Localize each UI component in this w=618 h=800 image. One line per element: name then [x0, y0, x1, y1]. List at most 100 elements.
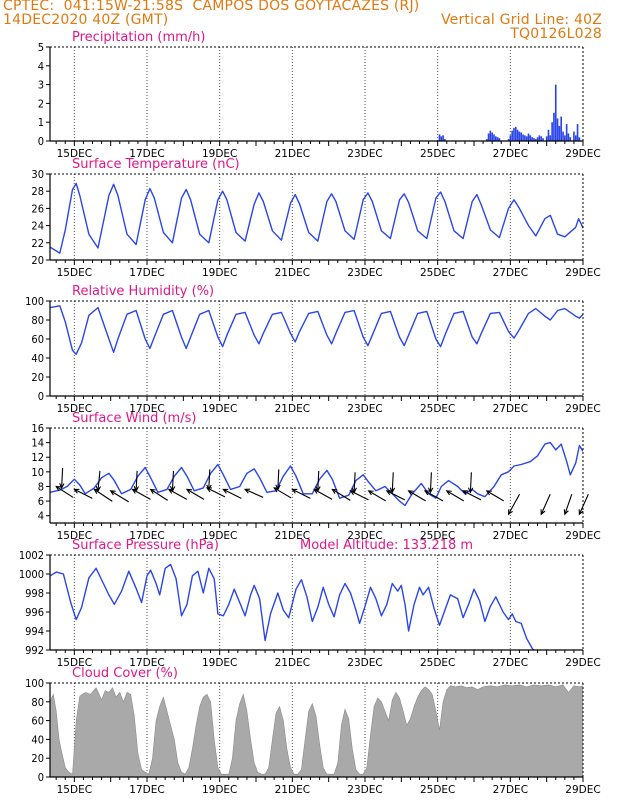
precip-bar — [485, 139, 488, 141]
y-tick-label: 22 — [31, 237, 44, 250]
x-tick-label: 21DEC — [275, 530, 310, 542]
y-tick-label: 16 — [31, 422, 44, 435]
y-tick-label: 60 — [31, 333, 44, 346]
y-tick-label: 994 — [25, 625, 44, 638]
y-tick-label: 0 — [38, 135, 44, 148]
x-tick-label: 21DEC — [275, 403, 310, 415]
precip-bar — [567, 133, 570, 141]
x-tick-label: 29DEC — [565, 403, 600, 415]
x-tick-label: 21DEC — [275, 148, 310, 160]
x-tick-label: 23DEC — [347, 657, 382, 669]
header-date: 14DEC2020 40Z (GMT) — [3, 12, 169, 28]
cloud-panel: 0 20 40 60 80 100 15DEC 17DEC 19DEC 21DEC 23DEC 25D… — [25, 666, 601, 796]
wind-arrow — [349, 490, 369, 501]
x-tick-label: 23DEC — [347, 148, 382, 160]
y-tick-label: 6 — [38, 495, 44, 508]
cloud-cover-area — [50, 684, 583, 777]
wind-arrow — [507, 493, 520, 516]
x-tick-label: 23DEC — [347, 267, 382, 279]
wind-arrow — [275, 469, 281, 491]
x-tick-label: 21DEC — [275, 784, 310, 796]
precip-bar — [534, 139, 537, 141]
precip-bar — [440, 136, 443, 141]
precip-bar — [542, 138, 544, 141]
precip-bar — [511, 130, 513, 141]
wind-arrow — [367, 490, 386, 502]
wind-arrow — [389, 472, 396, 494]
x-tick-label: 21DEC — [275, 657, 310, 669]
wind-arrow — [93, 488, 113, 502]
precip-bar — [489, 130, 492, 141]
wind-arrow — [273, 487, 292, 499]
x-tick-label: 15DEC — [57, 267, 92, 279]
x-tick-label: 29DEC — [565, 657, 600, 669]
cloud-title: Cloud Cover (%) — [72, 666, 178, 681]
pressure-panel: 992 994 996 998 1000 1002 15DEC 17DEC 19DEC 21DEC… — [19, 538, 601, 669]
precip-bar — [562, 131, 564, 141]
wind-arrow — [243, 488, 264, 498]
wind-arrow — [59, 467, 65, 490]
wind-arrow — [73, 488, 93, 499]
x-tick-label: 17DEC — [129, 657, 164, 669]
x-tick-label: 25DEC — [420, 657, 455, 669]
wind-arrow — [133, 470, 139, 493]
wind-arrow — [461, 490, 482, 501]
wind-arrow — [427, 472, 434, 494]
x-tick-label: 19DEC — [202, 148, 237, 160]
wind-arrow — [95, 470, 102, 493]
x-tick-label: 29DEC — [565, 267, 600, 279]
y-tick-label: 0 — [38, 390, 44, 403]
rh-line — [50, 305, 583, 355]
y-tick-label: 24 — [31, 220, 44, 233]
x-tick-label: 19DEC — [202, 784, 237, 796]
wind-arrow — [351, 472, 357, 494]
y-tick-label: 28 — [31, 185, 44, 198]
header-vertical-grid: Vertical Grid Line: 40Z — [440, 12, 602, 28]
x-tick-label: 27DEC — [493, 530, 528, 542]
x-tick-label: 29DEC — [565, 784, 600, 796]
wind-arrow — [185, 488, 205, 500]
x-tick-label: 15DEC — [57, 148, 92, 160]
y-tick-label: 996 — [25, 606, 44, 619]
x-tick-label: 27DEC — [493, 657, 528, 669]
precip-bar — [554, 84, 557, 141]
wind-arrow — [385, 490, 406, 501]
wind-arrow — [149, 488, 168, 501]
wind-arrow — [540, 494, 551, 516]
y-tick-label: 100 — [25, 295, 44, 308]
y-tick-label: 14 — [31, 437, 44, 450]
y-tick-label: 40 — [31, 733, 44, 746]
y-tick-label: 0 — [38, 771, 44, 784]
precip-bar — [573, 131, 575, 141]
x-tick-label: 17DEC — [129, 784, 164, 796]
precip-bar — [438, 134, 441, 141]
wind-arrow — [291, 488, 311, 499]
x-tick-label: 29DEC — [565, 530, 600, 542]
wind-arrow — [169, 470, 176, 493]
precip-bar — [496, 137, 499, 141]
y-tick-label: 100 — [25, 677, 44, 690]
precip-bar — [569, 137, 572, 141]
x-tick-label: 17DEC — [129, 267, 164, 279]
y-tick-label: 992 — [25, 644, 44, 657]
precip-bar — [533, 138, 535, 141]
x-tick-label: 15DEC — [57, 657, 92, 669]
temp-panel: 20 22 24 26 28 30 15DEC 17DEC 19DEC 21DEC 23DEC 25D… — [31, 157, 600, 279]
y-tick-label: 1002 — [19, 549, 44, 562]
precip-bar — [538, 135, 541, 141]
x-tick-label: 15DEC — [57, 530, 92, 542]
precip-bar — [551, 122, 553, 141]
precip-bar — [558, 125, 561, 141]
x-tick-label: 23DEC — [347, 403, 382, 415]
y-tick-label: 4 — [38, 60, 44, 73]
precip-bar — [529, 135, 532, 141]
precip-bar — [536, 137, 539, 141]
wind-arrow — [313, 488, 333, 500]
x-tick-label: 23DEC — [347, 530, 382, 542]
rh-title: Relative Humidity (%) — [72, 284, 214, 299]
x-tick-label: 27DEC — [493, 784, 528, 796]
precip-bar — [540, 136, 543, 141]
wind-title: Surface Wind (m/s) — [72, 411, 196, 426]
wind-arrow — [206, 469, 212, 491]
x-tick-label: 25DEC — [420, 148, 455, 160]
